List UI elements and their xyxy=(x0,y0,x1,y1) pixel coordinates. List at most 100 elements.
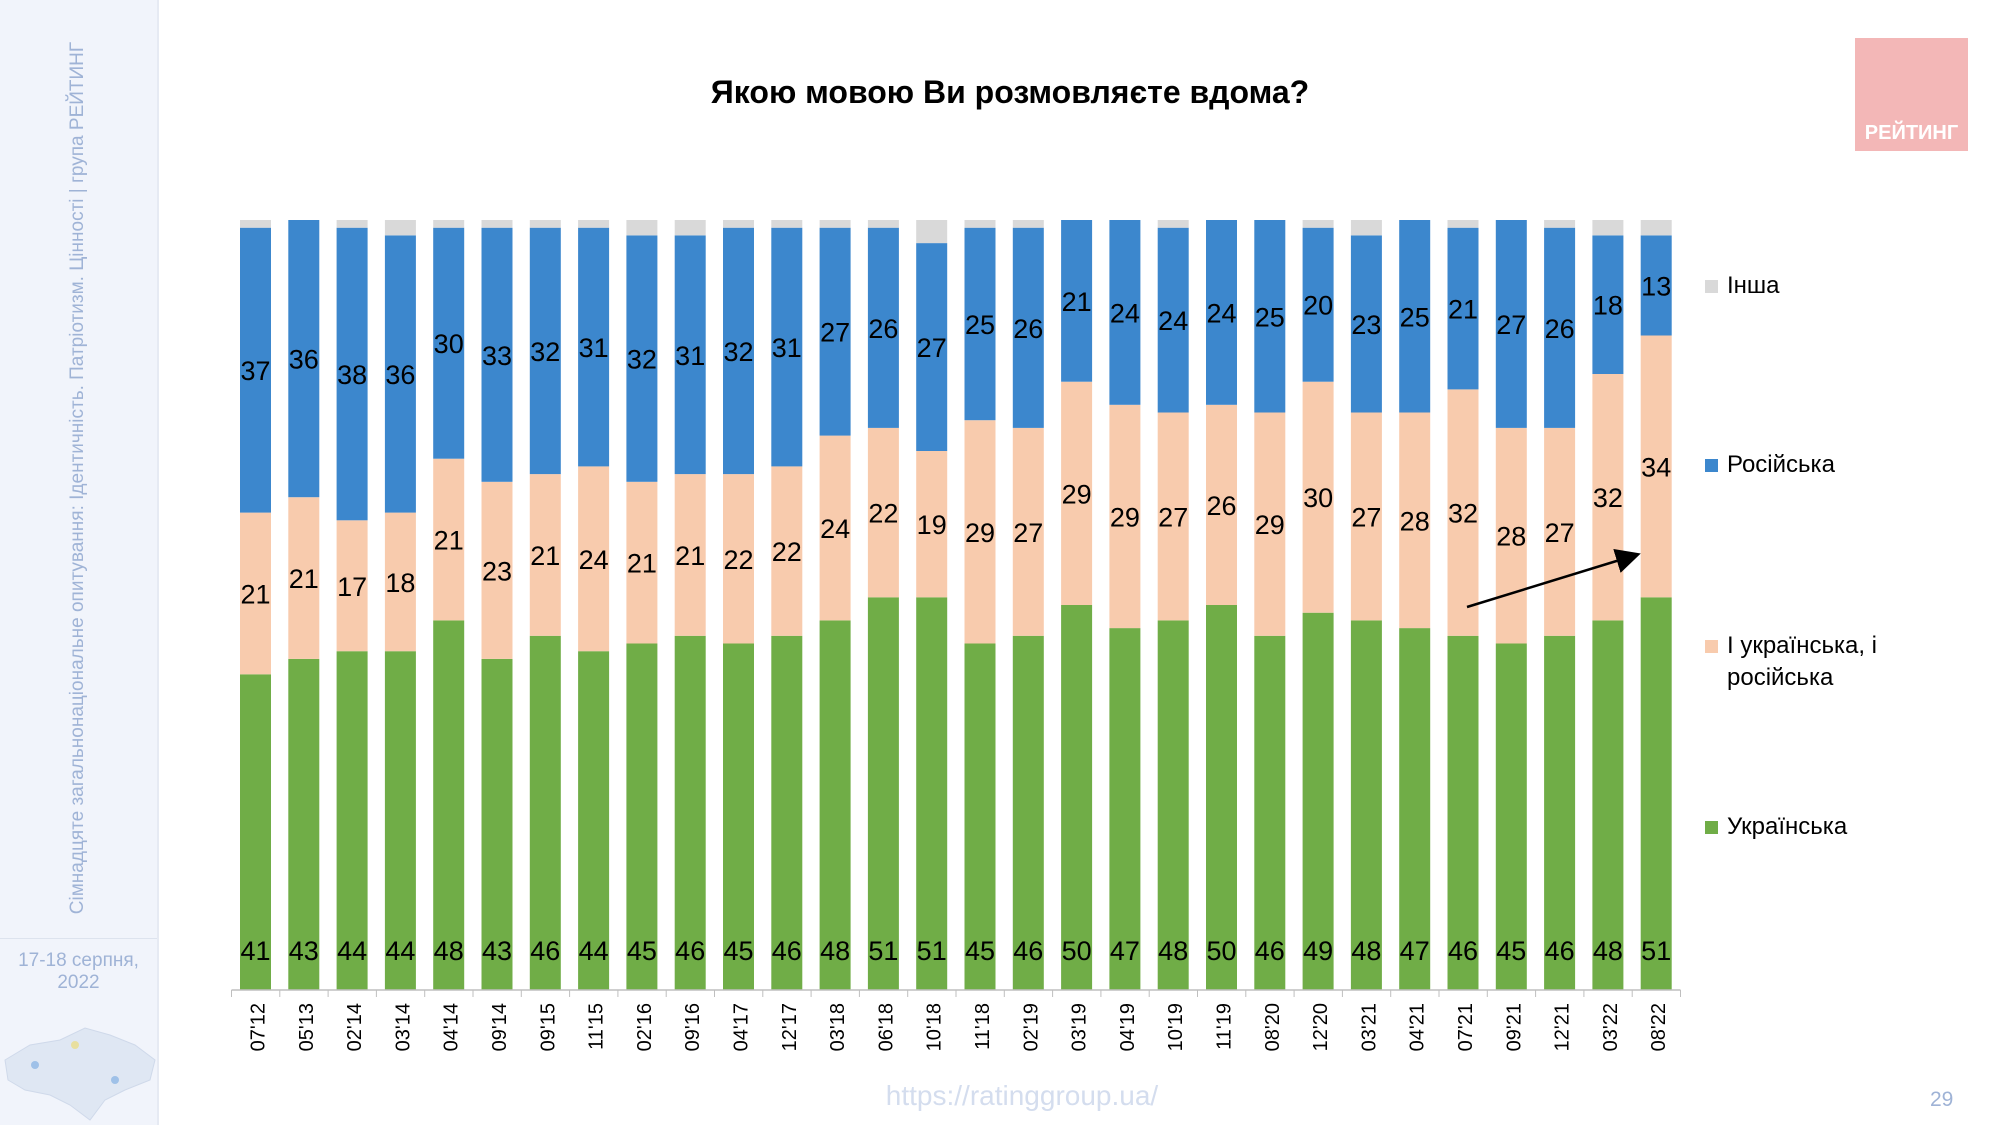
legend-label: Українська xyxy=(1727,813,1848,840)
x-tick-label: 12'17 xyxy=(779,1003,801,1051)
legend-swatch xyxy=(1705,280,1718,293)
bar-segment xyxy=(867,427,899,598)
bar-segment xyxy=(964,420,996,644)
data-label: 27 xyxy=(917,333,947,363)
bar-segment xyxy=(964,227,996,421)
data-label: 29 xyxy=(1255,510,1285,540)
data-label: 46 xyxy=(675,936,705,966)
bar-segment xyxy=(240,512,271,675)
bar-segment xyxy=(1495,643,1527,990)
x-tick-label: 12'21 xyxy=(1552,1003,1574,1051)
bar-segment xyxy=(288,658,320,990)
data-label: 27 xyxy=(1545,518,1575,548)
data-label: 29 xyxy=(1062,479,1092,509)
bar-segment xyxy=(240,220,271,228)
data-label: 27 xyxy=(1351,502,1381,532)
bar-segment xyxy=(529,220,561,228)
bar-segment xyxy=(819,227,851,436)
x-tick-label: 11'19 xyxy=(1214,1003,1236,1050)
data-label: 19 xyxy=(917,510,947,540)
bar-segment xyxy=(771,227,803,467)
data-label: 30 xyxy=(1303,483,1333,513)
data-label: 34 xyxy=(1641,452,1671,482)
bar-segment xyxy=(288,497,320,659)
bar-segment xyxy=(1544,635,1576,990)
bar-segment xyxy=(481,227,513,482)
bar-segment xyxy=(288,220,320,498)
legend-item-ukrainian: Українська xyxy=(1705,811,1927,843)
data-label: 48 xyxy=(1158,936,1188,966)
x-tick-label: 03'19 xyxy=(1069,1003,1091,1051)
bar-segment xyxy=(1302,227,1334,382)
data-label: 45 xyxy=(627,936,657,966)
bar-segment xyxy=(1157,620,1189,990)
data-label: 25 xyxy=(1400,302,1430,332)
bar-segment xyxy=(867,597,899,990)
bar-segment xyxy=(1640,597,1672,990)
bar-segment xyxy=(1447,220,1479,228)
bar-segment xyxy=(674,474,706,636)
bar-segment xyxy=(723,474,754,644)
bar-segment xyxy=(1302,381,1334,613)
data-label: 18 xyxy=(1593,291,1623,321)
bar-segment xyxy=(626,235,658,482)
bar-segment xyxy=(1447,635,1479,990)
data-label: 46 xyxy=(1255,936,1285,966)
bar-segment xyxy=(1254,220,1286,413)
page-number: 29 xyxy=(1930,1088,1954,1111)
data-label: 32 xyxy=(723,337,753,367)
legend-item-other: Інша xyxy=(1705,270,1927,302)
x-tick-label: 09'16 xyxy=(682,1003,704,1051)
data-label: 43 xyxy=(289,936,319,966)
data-label: 26 xyxy=(1206,491,1236,521)
x-tick-label: 03'14 xyxy=(392,1003,414,1051)
x-tick-label: 11'18 xyxy=(972,1003,994,1050)
footer-url[interactable]: https://ratinggroup.ua/ xyxy=(885,1080,1159,1111)
x-tick-label: 04'14 xyxy=(441,1003,463,1051)
bar-segment xyxy=(240,674,271,990)
data-label: 31 xyxy=(579,333,609,363)
data-label: 24 xyxy=(1110,298,1140,328)
data-label: 24 xyxy=(820,514,850,544)
x-tick-label: 11'15 xyxy=(586,1003,608,1050)
bar-segment xyxy=(1157,412,1189,621)
trend-arrow xyxy=(1466,548,1641,609)
bar-segment xyxy=(626,481,658,644)
data-label: 44 xyxy=(385,936,415,966)
rating-logo: РЕЙТИНГ xyxy=(1855,38,1968,151)
x-tick-label: 10'18 xyxy=(924,1003,946,1051)
bar-segment xyxy=(1544,227,1576,428)
data-label: 29 xyxy=(1110,502,1140,532)
x-tick-label: 08'22 xyxy=(1648,1003,1670,1051)
data-label: 24 xyxy=(1206,298,1236,328)
bar-segment xyxy=(819,220,851,228)
bar-segment xyxy=(433,220,465,228)
bar-segment xyxy=(916,451,948,598)
bar-segment xyxy=(819,620,851,990)
data-label: 36 xyxy=(289,345,319,375)
bar-segment xyxy=(481,220,513,228)
divider xyxy=(0,938,157,939)
data-label: 23 xyxy=(482,556,512,586)
data-label: 13 xyxy=(1641,271,1671,301)
data-label: 46 xyxy=(1013,936,1043,966)
data-label: 23 xyxy=(1351,310,1381,340)
bar-segment xyxy=(384,220,416,236)
bar-segment xyxy=(578,220,610,228)
x-tick-label: 02'16 xyxy=(634,1003,656,1051)
data-label: 22 xyxy=(772,537,802,567)
data-label: 26 xyxy=(868,314,898,344)
bar-segment xyxy=(384,512,416,652)
x-tick-label: 08'20 xyxy=(1262,1003,1284,1051)
data-label: 48 xyxy=(820,936,850,966)
bar-segment xyxy=(1399,220,1431,413)
data-label: 29 xyxy=(965,518,995,548)
logo-text: РЕЙТИНГ xyxy=(1864,122,1959,144)
data-label: 25 xyxy=(965,310,995,340)
x-tick-label: 04'17 xyxy=(731,1003,753,1051)
data-label: 27 xyxy=(1158,502,1188,532)
data-label: 50 xyxy=(1206,936,1236,966)
bar-segment xyxy=(916,220,948,244)
bar-segment xyxy=(336,651,368,990)
data-label: 44 xyxy=(579,936,609,966)
